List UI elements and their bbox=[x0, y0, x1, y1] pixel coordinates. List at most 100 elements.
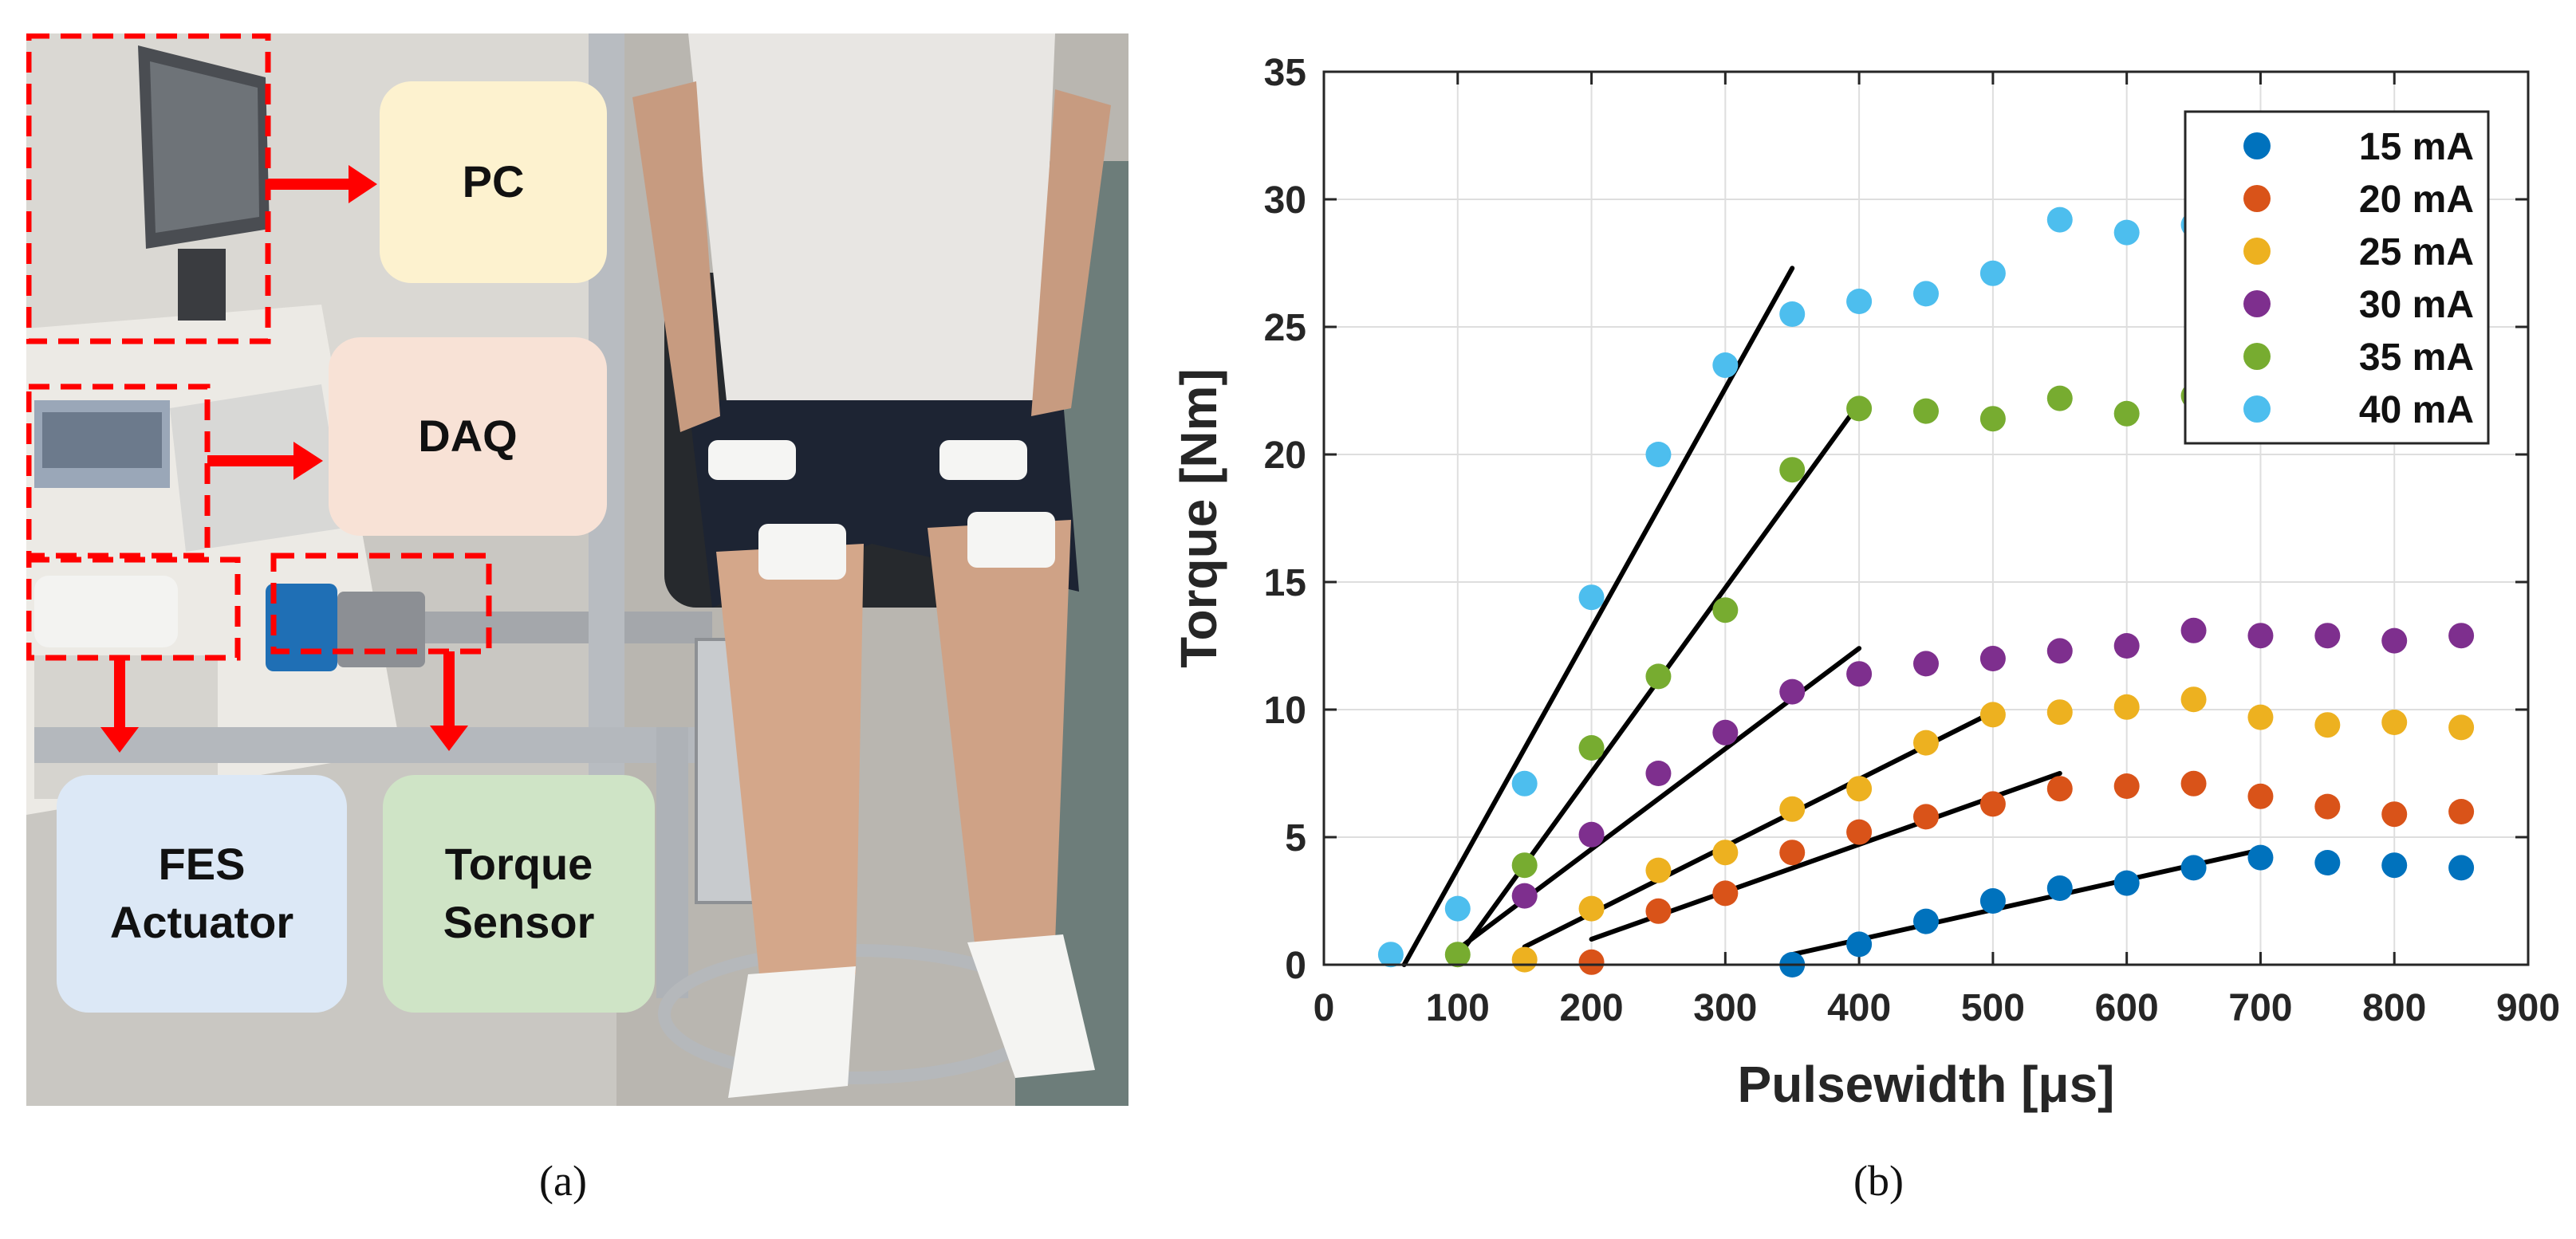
torque-pulsewidth-chart: 0 100 200 300 400 500 600 700 800 900 0 5 10 15 20 25 30… bbox=[1170, 52, 2560, 1113]
data-point bbox=[2113, 870, 2140, 896]
data-point bbox=[2113, 773, 2140, 799]
y-tick-label: 5 bbox=[1285, 817, 1306, 859]
data-point bbox=[2314, 850, 2341, 875]
y-tick-label: 35 bbox=[1264, 52, 1306, 94]
data-point bbox=[2247, 783, 2274, 809]
panel-a-caption: (a) bbox=[539, 1157, 587, 1205]
data-point bbox=[2113, 694, 2140, 720]
data-point bbox=[1846, 661, 1873, 687]
y-tick-label: 30 bbox=[1264, 179, 1306, 222]
x-tick-label: 300 bbox=[1693, 987, 1757, 1029]
data-point bbox=[1913, 281, 1939, 307]
x-tick-label: 800 bbox=[2362, 987, 2426, 1029]
data-point bbox=[2448, 623, 2475, 649]
data-point bbox=[2381, 627, 2408, 654]
data-point bbox=[1846, 289, 1873, 314]
data-point bbox=[1779, 840, 1806, 866]
annotation-arrows bbox=[100, 165, 468, 753]
legend-label: 15 mA bbox=[2359, 126, 2474, 168]
data-point bbox=[1444, 942, 1471, 968]
data-point bbox=[1846, 931, 1873, 958]
legend-label: 20 mA bbox=[2359, 179, 2474, 221]
data-point bbox=[1779, 301, 1806, 327]
data-point bbox=[2381, 801, 2408, 828]
x-tick-label: 400 bbox=[1827, 987, 1891, 1029]
legend-label: 25 mA bbox=[2359, 231, 2474, 273]
data-point bbox=[1511, 883, 1538, 909]
x-tick-label: 200 bbox=[1560, 987, 1624, 1029]
data-point bbox=[2046, 385, 2073, 411]
data-point bbox=[1645, 442, 1672, 467]
data-point bbox=[1979, 791, 2006, 817]
data-point bbox=[1511, 852, 1538, 879]
pc-label-box: PC bbox=[380, 81, 607, 283]
panel-b-caption: (b) bbox=[1853, 1157, 1904, 1205]
data-point bbox=[1913, 804, 1939, 830]
legend-marker bbox=[2243, 395, 2271, 423]
y-tick-label: 10 bbox=[1264, 690, 1306, 732]
fes-actuator-label-box: FES Actuator bbox=[57, 775, 347, 1013]
data-point bbox=[1979, 702, 2006, 728]
data-point bbox=[2046, 699, 2073, 726]
data-point bbox=[2314, 623, 2341, 649]
legend-marker bbox=[2243, 132, 2271, 159]
y-tick-label: 20 bbox=[1264, 435, 1306, 477]
legend-marker bbox=[2243, 238, 2271, 265]
data-point bbox=[1979, 260, 2006, 286]
y-axis-label: Torque [Nm] bbox=[1170, 368, 1227, 668]
data-point bbox=[2448, 714, 2475, 741]
data-point bbox=[2113, 219, 2140, 246]
data-point bbox=[1511, 770, 1538, 796]
x-tick-label: 700 bbox=[2228, 987, 2292, 1029]
data-point bbox=[1578, 895, 1605, 922]
legend-marker bbox=[2243, 343, 2271, 370]
data-point bbox=[2448, 799, 2475, 824]
y-tick-label: 15 bbox=[1264, 562, 1306, 604]
data-point bbox=[1578, 584, 1605, 611]
data-point bbox=[1578, 821, 1605, 848]
data-point bbox=[1578, 735, 1605, 761]
legend-label: 40 mA bbox=[2359, 389, 2474, 431]
data-point bbox=[1913, 908, 1939, 934]
data-point bbox=[2046, 638, 2073, 664]
data-point bbox=[2180, 686, 2207, 713]
data-point bbox=[2113, 633, 2140, 659]
data-point bbox=[1511, 946, 1538, 973]
data-point bbox=[1377, 942, 1404, 968]
data-point bbox=[2314, 793, 2341, 820]
torque-sensor-label-box: Torque Sensor bbox=[383, 775, 655, 1013]
data-point bbox=[2247, 704, 2274, 730]
data-point bbox=[2381, 852, 2408, 879]
x-tick-label: 0 bbox=[1314, 987, 1335, 1029]
data-point bbox=[1913, 651, 1939, 677]
setup-photo: PC DAQ FES Actuator Torque Sensor bbox=[26, 33, 1128, 1106]
legend-label: 30 mA bbox=[2359, 284, 2474, 326]
data-point bbox=[2247, 844, 2274, 871]
data-point bbox=[1712, 840, 1739, 866]
data-point bbox=[1779, 796, 1806, 822]
data-point bbox=[2046, 875, 2073, 901]
data-point bbox=[2381, 710, 2408, 735]
data-point bbox=[2046, 206, 2073, 233]
data-point bbox=[1846, 819, 1873, 845]
data-point bbox=[1979, 406, 2006, 432]
data-point bbox=[1645, 761, 1672, 786]
legend-label: 35 mA bbox=[2359, 336, 2474, 379]
data-point bbox=[1779, 457, 1806, 483]
legend-marker bbox=[2243, 185, 2271, 212]
x-tick-label: 900 bbox=[2496, 987, 2560, 1029]
y-tick-label: 0 bbox=[1285, 945, 1306, 987]
daq-label-box: DAQ bbox=[329, 337, 607, 536]
y-tick-label: 25 bbox=[1264, 307, 1306, 349]
data-point bbox=[1846, 395, 1873, 422]
x-tick-label: 100 bbox=[1426, 987, 1490, 1029]
legend-marker bbox=[2243, 290, 2271, 317]
data-point bbox=[2448, 855, 2475, 881]
data-point bbox=[1578, 949, 1605, 975]
data-point bbox=[1712, 352, 1739, 378]
data-point bbox=[1645, 857, 1672, 883]
data-point bbox=[1979, 646, 2006, 671]
x-axis-label: Pulsewidth [μs] bbox=[1738, 1056, 2115, 1113]
legend-box bbox=[2184, 110, 2490, 445]
x-tick-label: 500 bbox=[1961, 987, 2025, 1029]
